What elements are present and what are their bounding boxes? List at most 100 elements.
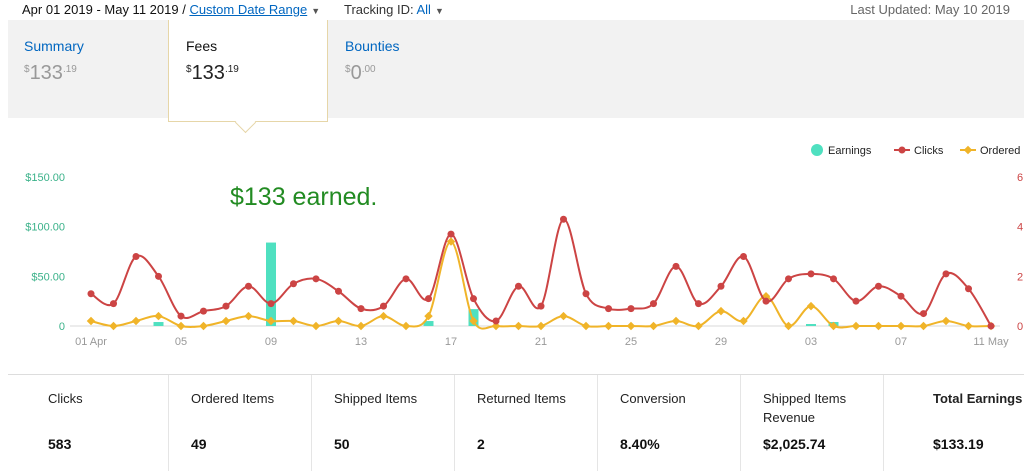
x-tick-label: 11 May	[973, 336, 1009, 348]
chevron-down-icon[interactable]: ▼	[311, 6, 321, 16]
summary-tabs: Summary $133.19 Bounties $0.00	[8, 20, 1024, 118]
tab-summary-value: $133.19	[24, 62, 77, 84]
clicks-point	[897, 292, 905, 300]
ordered-point	[401, 321, 411, 331]
stat-ordered-items: Ordered Items 49	[169, 375, 312, 471]
x-tick-label: 17	[445, 336, 457, 348]
clicks-point	[920, 310, 927, 318]
ordered-point	[424, 311, 433, 321]
clicks-point	[492, 317, 500, 325]
y-left-tick-label: $100.00	[25, 222, 65, 234]
clicks-point	[717, 282, 725, 290]
stat-value: $2,025.74	[763, 436, 826, 452]
custom-date-range-link[interactable]: Custom Date Range	[189, 2, 308, 17]
stat-returned-items: Returned Items 2	[455, 375, 598, 471]
x-tick-label: 07	[895, 336, 907, 348]
stat-label: Shipped Items Revenue	[763, 391, 847, 425]
ordered-point	[131, 316, 141, 326]
tracking-id-value[interactable]: All	[416, 2, 431, 17]
stat-label: Clicks	[48, 391, 83, 406]
clicks-point	[245, 282, 252, 290]
tab-summary[interactable]: Summary $133.19	[24, 20, 164, 118]
stat-label: Total Earnings	[933, 391, 1023, 406]
stat-value: $133.19	[933, 436, 984, 452]
ordered-point	[289, 316, 298, 326]
tab-bounties-label[interactable]: Bounties	[345, 38, 400, 54]
x-tick-label: 09	[265, 336, 277, 348]
clicks-point	[987, 322, 995, 330]
ordered-point	[919, 321, 928, 331]
x-tick-label: 29	[715, 336, 727, 348]
tracking-id-label: Tracking ID:	[344, 2, 414, 17]
legend-ordered-marker	[963, 145, 973, 155]
ordered-point	[469, 316, 478, 326]
earnings-bar	[153, 322, 164, 326]
earnings-bar	[266, 242, 276, 326]
clicks-series-line	[90, 218, 992, 327]
stat-shipped-items-revenue: Shipped Items Revenue $2,025.74	[741, 375, 884, 471]
legend-earnings-marker	[811, 144, 823, 156]
ordered-point	[716, 306, 726, 316]
legend-clicks-label: Clicks	[914, 145, 944, 157]
stat-value: 8.40%	[620, 436, 660, 452]
ordered-point	[784, 321, 793, 331]
ordered-point	[311, 321, 321, 331]
x-tick-label: 05	[175, 336, 187, 348]
clicks-point	[627, 305, 635, 313]
clicks-point	[87, 290, 95, 298]
clicks-point	[515, 282, 522, 290]
clicks-point	[267, 300, 275, 308]
tab-fees-label[interactable]: Fees	[186, 38, 218, 54]
clicks-point	[852, 297, 860, 305]
stat-clicks: Clicks 583	[8, 375, 169, 471]
ordered-point	[671, 316, 681, 326]
y-right-tick-label: 6	[1017, 172, 1023, 184]
ordered-point	[244, 311, 253, 321]
clicks-point	[222, 302, 230, 310]
ordered-point	[806, 301, 816, 311]
x-tick-label: 01 Apr	[75, 336, 107, 348]
stat-label: Returned Items	[477, 391, 566, 406]
ordered-point	[536, 321, 546, 331]
stat-conversion: Conversion 8.40%	[598, 375, 741, 471]
stats-table: Clicks 583 Ordered Items 49 Shipped Item…	[8, 374, 1024, 471]
earnings-chart: $150.00 $100.00 $50.00 0 6 4 2 0 01 Apr 05 09 13 17 2…	[25, 144, 1023, 348]
ordered-point	[109, 321, 118, 331]
ordered-point	[514, 321, 523, 331]
ordered-point	[221, 316, 231, 326]
legend-earnings-label: Earnings	[828, 145, 872, 157]
stat-label: Ordered Items	[191, 391, 275, 406]
ordered-point	[694, 321, 703, 331]
clicks-point	[740, 252, 747, 260]
chevron-down-icon[interactable]: ▼	[434, 6, 444, 16]
ordered-point	[941, 316, 951, 326]
earnings-bar	[806, 324, 816, 326]
earned-annotation: $133 earned.	[230, 183, 378, 211]
tracking-id-selector[interactable]: Tracking ID: All ▼	[344, 2, 444, 17]
y-right-tick-label: 2	[1017, 271, 1023, 283]
ordered-point	[356, 321, 366, 331]
stat-label: Shipped Items	[334, 391, 418, 406]
clicks-point	[650, 300, 657, 308]
tab-fees[interactable]: Fees $133.19	[168, 20, 328, 122]
last-updated: Last Updated: May 10 2019	[850, 2, 1010, 17]
ordered-point	[581, 321, 591, 331]
clicks-point	[110, 300, 117, 308]
clicks-point	[582, 290, 590, 298]
clicks-point	[357, 305, 365, 313]
tab-fees-value: $133.19	[186, 62, 239, 84]
earnings-bar	[423, 321, 434, 326]
tab-summary-label[interactable]: Summary	[24, 38, 84, 54]
x-tick-label: 03	[805, 336, 817, 348]
clicks-point	[132, 252, 140, 260]
clicks-point	[402, 275, 410, 283]
ordered-point	[896, 321, 906, 331]
clicks-point	[695, 300, 702, 308]
y-right-tick-label: 0	[1017, 321, 1023, 333]
clicks-point	[425, 295, 432, 303]
report-header: Apr 01 2019 - May 11 2019 / Custom Date …	[0, 0, 1024, 20]
tab-bounties[interactable]: Bounties $0.00	[345, 20, 485, 118]
clicks-point	[200, 307, 207, 315]
clicks-point	[537, 302, 545, 310]
ordered-point	[604, 321, 613, 331]
